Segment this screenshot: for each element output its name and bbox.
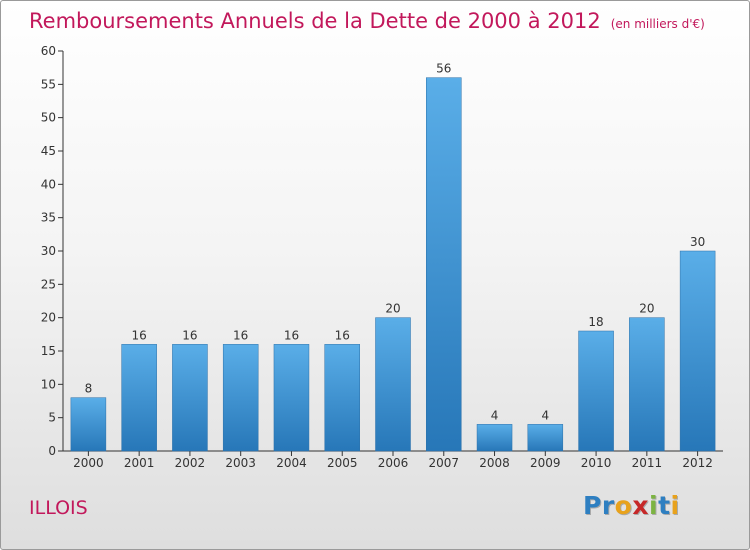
chart-title: Remboursements Annuels de la Dette de 20… <box>29 9 705 33</box>
y-tick-label: 45 <box>41 144 56 158</box>
x-tick-label: 2011 <box>632 456 663 470</box>
x-tick-label: 2002 <box>175 456 206 470</box>
x-tick-label: 2010 <box>581 456 612 470</box>
logo-letter: x <box>632 491 649 520</box>
bar-2009 <box>527 424 564 452</box>
bar-2012 <box>679 250 716 452</box>
bars <box>70 77 716 452</box>
value-label: 16 <box>233 328 248 342</box>
value-label: 16 <box>132 328 147 342</box>
logo-letter: r <box>601 491 615 520</box>
x-tick-label: 2003 <box>225 456 256 470</box>
value-label: 4 <box>541 408 549 422</box>
logo-letter: i <box>670 491 680 520</box>
y-tick-label: 55 <box>41 77 56 91</box>
bar-2010 <box>578 330 614 452</box>
bar-2008 <box>476 424 513 452</box>
bar-2005 <box>324 344 360 452</box>
y-tick-label: 10 <box>41 377 56 391</box>
chart-title-text: Remboursements Annuels de la Dette de 20… <box>29 9 601 33</box>
value-label: 20 <box>385 302 400 316</box>
x-tick-label: 2000 <box>73 456 104 470</box>
x-tick-label: 2007 <box>428 456 459 470</box>
logo-letter: P <box>583 491 602 520</box>
y-tick-label: 40 <box>41 177 56 191</box>
value-label: 56 <box>436 62 451 76</box>
y-tick-label: 30 <box>41 244 56 258</box>
value-label: 16 <box>335 328 350 342</box>
logo-letter: t <box>658 491 671 520</box>
bar-2006 <box>375 317 411 452</box>
value-labels: 8 16 16 16 16 16 20 56 4 4 18 20 30 <box>85 62 706 423</box>
logo-letter: i <box>649 491 659 520</box>
y-tick-label: 0 <box>48 444 56 458</box>
bar-2000 <box>70 397 107 452</box>
x-tick-label: 2001 <box>124 456 155 470</box>
bar-2002 <box>172 344 208 452</box>
bar-2011 <box>629 317 665 452</box>
y-tick-label: 5 <box>48 411 56 425</box>
bar-2007 <box>426 77 462 452</box>
y-tick-label: 60 <box>41 44 56 58</box>
chart-subtitle: (en milliers d'€) <box>610 17 705 31</box>
value-label: 20 <box>639 302 654 316</box>
value-label: 30 <box>690 235 705 249</box>
axes: 0 5 10 15 20 25 30 35 40 45 50 55 60 2000 2001 2002 2003… <box>41 44 723 470</box>
x-tick-label: 2005 <box>327 456 358 470</box>
value-label: 4 <box>491 408 499 422</box>
x-tick-label: 2004 <box>276 456 307 470</box>
bar-2001 <box>121 344 157 452</box>
value-label: 18 <box>588 315 603 329</box>
y-tick-label: 15 <box>41 344 56 358</box>
x-tick-label: 2006 <box>378 456 409 470</box>
value-label: 16 <box>284 328 299 342</box>
x-tick-label: 2009 <box>530 456 561 470</box>
y-tick-label: 25 <box>41 277 56 291</box>
proxiti-logo: Proxiti <box>583 491 680 520</box>
x-tick-label: 2008 <box>479 456 510 470</box>
y-tick-label: 20 <box>41 311 56 325</box>
logo-letter: o <box>614 491 633 520</box>
x-tick-label: 2012 <box>682 456 713 470</box>
y-tick-label: 50 <box>41 111 56 125</box>
bar-2003 <box>222 344 259 452</box>
y-tick-label: 35 <box>41 211 56 225</box>
value-label: 16 <box>182 328 197 342</box>
commune-name: ILLOIS <box>29 497 88 519</box>
bar-2004 <box>273 344 310 452</box>
value-label: 8 <box>85 382 93 396</box>
